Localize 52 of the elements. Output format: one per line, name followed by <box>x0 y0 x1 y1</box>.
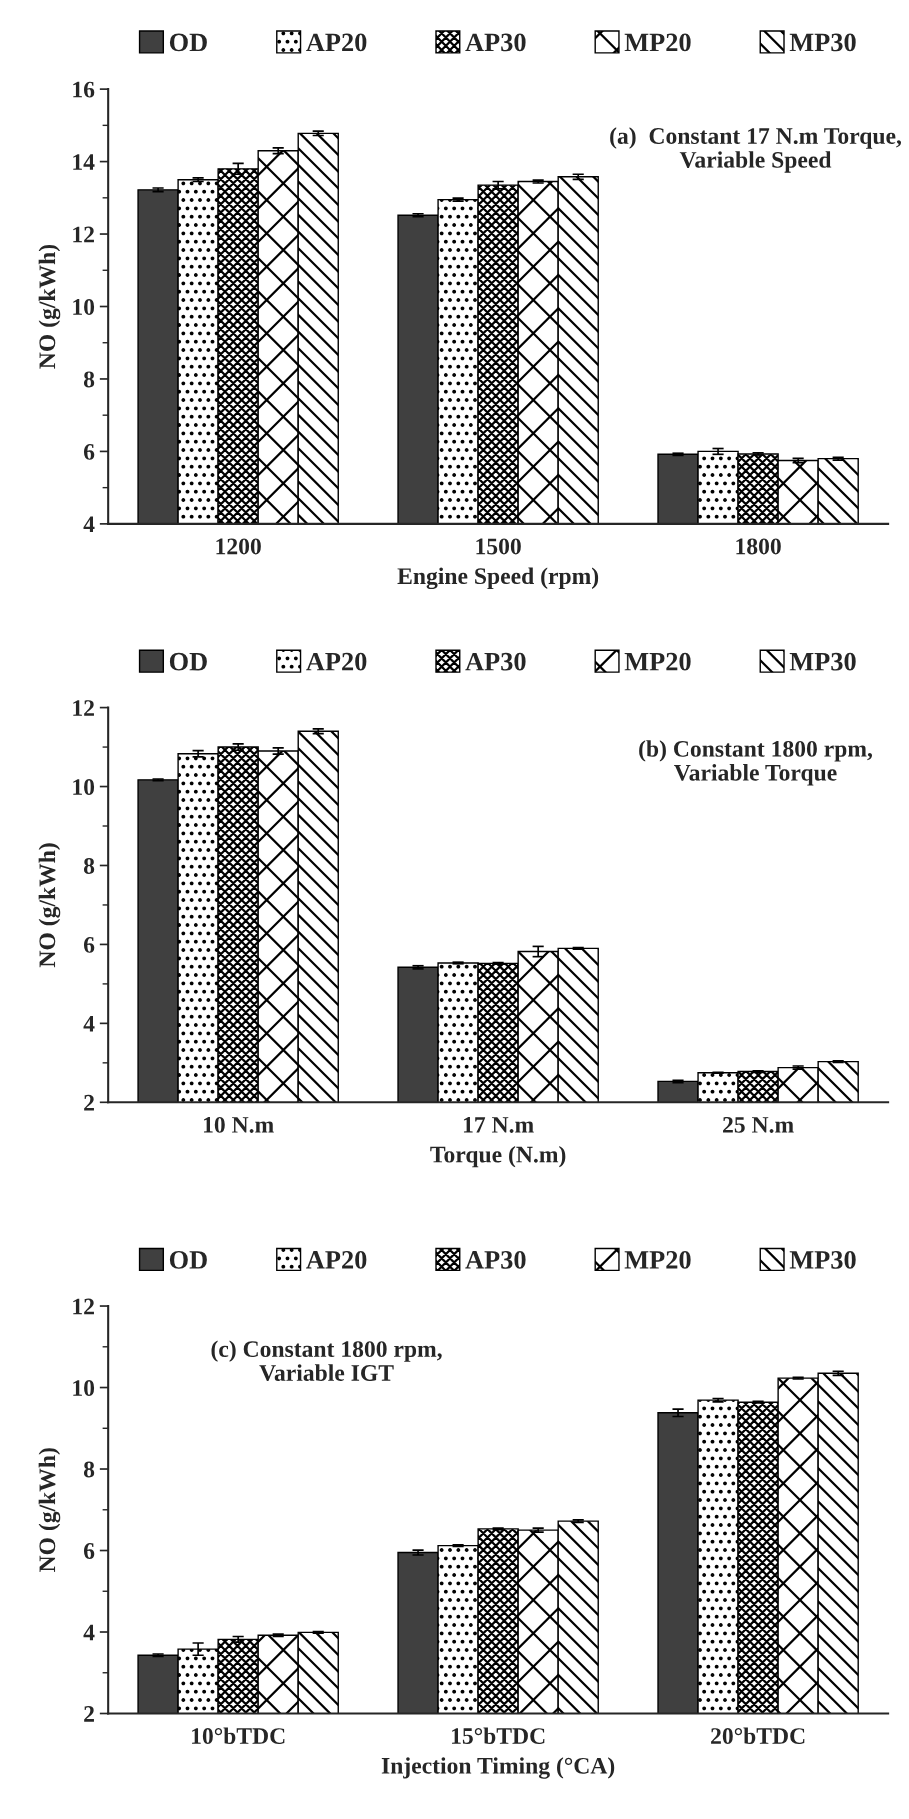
x-tick-label: 15°bTDC <box>452 1727 545 1744</box>
y-tick-label: 12 <box>73 226 94 243</box>
x-tick-label: 20°bTDC <box>711 1727 805 1744</box>
y-tick-label: 4 <box>83 1016 95 1032</box>
legend-label: MP20 <box>624 1250 691 1269</box>
annotation: (b) Constant 1800 rpm, Variable Torque <box>639 740 873 786</box>
legend-label: AP20 <box>306 652 367 671</box>
y-tick-label: 12 <box>73 1298 94 1315</box>
legend-label: AP30 <box>465 33 526 52</box>
legend-label: MP20 <box>624 33 691 52</box>
y-tick-label: 6 <box>83 443 95 460</box>
x-tick-label: 1800 <box>736 538 781 555</box>
y-axis-title: NO (g/kWh) <box>38 244 61 369</box>
legend-label: MP30 <box>789 652 856 671</box>
legend-label: OD <box>169 652 207 671</box>
legend-label: OD <box>169 33 207 52</box>
y-axis-title: NO (g/kWh) <box>38 1448 61 1572</box>
annotation: (c) Constant 1800 rpm, Variable IGT <box>211 1340 442 1382</box>
y-tick-label: 14 <box>73 154 95 170</box>
legend-label: MP20 <box>624 652 691 671</box>
x-axis-title: Injection Timing (°CA) <box>381 1757 615 1779</box>
y-tick-label: 12 <box>73 700 94 716</box>
x-axis-title: Engine Speed (rpm) <box>397 567 599 590</box>
y-tick-label: 4 <box>83 1624 95 1641</box>
x-tick-label: 10°bTDC <box>192 1727 285 1744</box>
legend-label: AP30 <box>465 1250 526 1269</box>
legend-label: AP20 <box>306 33 367 52</box>
y-tick-label: 10 <box>73 1380 95 1396</box>
y-tick-label: 6 <box>83 936 95 953</box>
y-tick-label: 8 <box>83 857 95 874</box>
y-tick-label: 16 <box>73 81 95 98</box>
y-tick-label: 10 <box>73 298 95 315</box>
x-tick-label: 1200 <box>216 538 261 555</box>
y-tick-label: 8 <box>83 371 95 388</box>
legend-label: AP30 <box>465 652 526 671</box>
legend-label: MP30 <box>789 33 856 52</box>
y-tick-label: 2 <box>84 1094 94 1111</box>
y-axis-title: NO (g/kWh) <box>38 843 61 968</box>
x-axis-title: Torque (N.m) <box>430 1145 566 1168</box>
x-tick-label: 10 N.m <box>203 1116 274 1133</box>
legend-label: AP20 <box>306 1250 367 1269</box>
x-tick-label: 25 N.m <box>723 1116 794 1133</box>
x-tick-label: 17 N.m <box>463 1117 534 1133</box>
y-tick-label: 4 <box>83 516 95 533</box>
y-tick-label: 6 <box>83 1543 95 1559</box>
y-tick-label: 2 <box>84 1706 94 1722</box>
y-tick-label: 10 <box>73 779 95 795</box>
legend-label: MP30 <box>789 1250 856 1269</box>
y-tick-label: 8 <box>83 1461 95 1478</box>
x-tick-label: 1500 <box>476 538 521 555</box>
annotation: (a) Constant 17 N.m Torque, Variable Speed <box>610 127 902 173</box>
legend-label: OD <box>169 1251 207 1269</box>
